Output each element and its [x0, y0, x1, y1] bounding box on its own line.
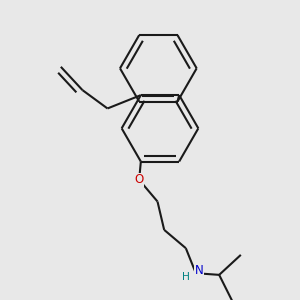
Text: N: N	[195, 264, 203, 277]
Text: O: O	[134, 173, 144, 186]
Text: H: H	[182, 272, 190, 281]
